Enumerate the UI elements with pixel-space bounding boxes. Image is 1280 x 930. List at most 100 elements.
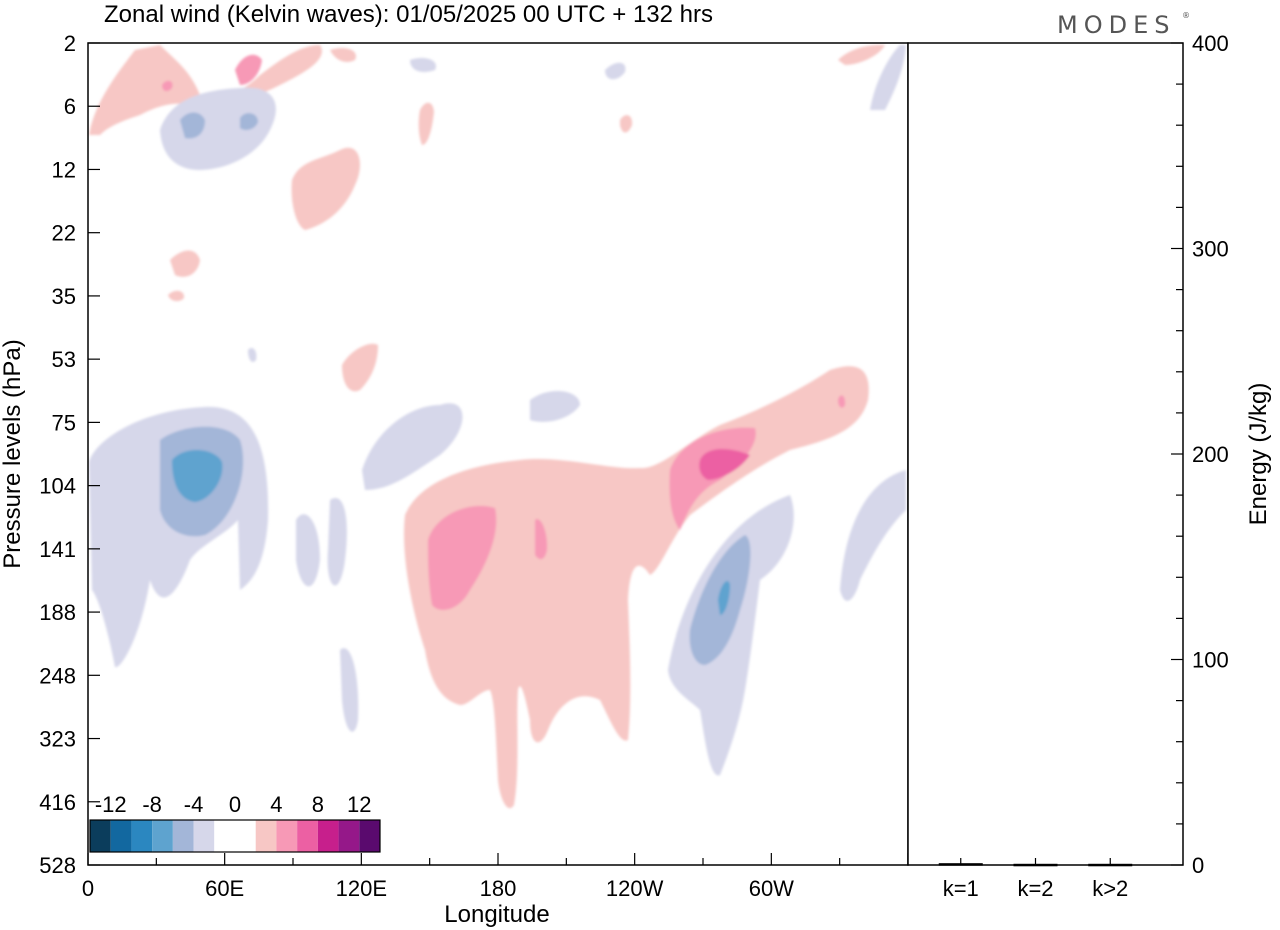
colorbar-cell <box>131 820 153 852</box>
x-tick-label: 60E <box>205 876 244 901</box>
contour-neg-120e-c <box>327 498 347 586</box>
contour-pos-central-3 <box>535 519 548 560</box>
colorbar-label: -8 <box>142 792 162 817</box>
y-axis: 2 6 12 22 35 53 75 104 141 188 248 323 416 528 <box>39 31 100 878</box>
colorbar: -12 -8 -4 0 4 8 12 <box>89 792 381 853</box>
y-tick-label: 35 <box>52 284 76 309</box>
y-tick-label: 12 <box>52 157 76 182</box>
x-axis-label: Longitude <box>444 901 549 928</box>
y-tick-label: 188 <box>39 600 76 625</box>
x-tick-label: 60W <box>749 876 794 901</box>
contour-pos-upper-west-3 <box>162 80 173 92</box>
contour-pos-upper-mid <box>291 147 360 230</box>
energy-axis: 0 100 200 300 400 <box>1171 31 1229 878</box>
colorbar-cell <box>255 820 277 852</box>
contour-pos-upper-east <box>838 44 885 65</box>
y-tick-label: 53 <box>52 347 76 372</box>
y-tick-label: 104 <box>39 474 76 499</box>
contour-pos-35 <box>168 290 185 302</box>
energy-category-label: k>2 <box>1092 876 1128 901</box>
contour-pos-upper-west <box>89 45 322 135</box>
y-tick-label: 22 <box>52 221 76 246</box>
modes-logo: MODES <box>1057 11 1175 39</box>
contour-pos-east-core <box>699 448 750 480</box>
contour-pos-12-b <box>620 115 633 133</box>
y-axis-label: Pressure levels (hPa) <box>0 339 26 568</box>
y-tick-label: 141 <box>39 537 76 562</box>
contour-fields <box>89 44 906 809</box>
contour-neg-upper-mid <box>410 58 436 72</box>
energy-panel: 0 100 200 300 400 k=1 k=2 k>2 Energy (J/kg) <box>907 31 1272 901</box>
colorbar-cell <box>172 820 194 852</box>
contour-neg-west-lower-3 <box>172 450 223 502</box>
colorbar-label: 12 <box>347 792 371 817</box>
contour-neg-120e <box>362 403 463 490</box>
x-tick-label: 180 <box>480 876 517 901</box>
energy-tick-label: 0 <box>1192 853 1204 878</box>
contour-neg-upper-west-2 <box>180 112 205 139</box>
y-tick-label: 323 <box>39 727 76 752</box>
colorbar-cell <box>359 820 380 852</box>
x-tick-label: 0 <box>82 876 94 901</box>
colorbar-cell <box>276 820 298 852</box>
colorbar-cell <box>338 820 360 852</box>
y-tick-label: 6 <box>64 94 76 119</box>
contour-pos-upper-mid-2 <box>330 48 356 62</box>
contour-neg-upper-east <box>870 45 906 110</box>
contour-pos-east-dot <box>838 395 846 408</box>
y-tick-label: 248 <box>39 663 76 688</box>
colorbar-cells <box>89 819 381 853</box>
energy-tick-label: 100 <box>1192 648 1229 673</box>
colorbar-cell <box>110 820 132 852</box>
energy-frame <box>907 42 1184 866</box>
contour-neg-53 <box>248 348 257 362</box>
colorbar-label: -12 <box>95 792 127 817</box>
energy-categories: k=1 k=2 k>2 <box>943 858 1128 901</box>
logo-registered-mark: ® <box>1182 11 1196 20</box>
colorbar-cell <box>152 820 173 852</box>
colorbar-label: 0 <box>229 792 241 817</box>
contour-neg-180 <box>530 390 580 422</box>
contour-neg-upper-mid-2 <box>605 62 626 80</box>
colorbar-cell <box>214 820 235 852</box>
contour-pos-12 <box>418 102 434 145</box>
energy-category-label: k=2 <box>1017 876 1053 901</box>
chart-title: Zonal wind (Kelvin waves): 01/05/2025 00… <box>104 1 713 28</box>
contour-pos-53 <box>342 343 378 392</box>
energy-tick-label: 300 <box>1192 237 1229 262</box>
energy-tick-label: 200 <box>1192 442 1229 467</box>
x-axis: 0 60E 120E 180 120W 60W <box>82 853 909 901</box>
contour-neg-upper-west-3 <box>240 113 258 130</box>
energy-tick-label: 400 <box>1192 31 1229 56</box>
energy-bar <box>1013 863 1058 867</box>
contour-pos-central <box>404 366 869 809</box>
y-tick-label: 528 <box>39 853 76 878</box>
colorbar-cell <box>235 820 256 852</box>
energy-bar <box>1088 863 1133 867</box>
energy-axis-label: Energy (J/kg) <box>1245 383 1272 526</box>
x-tick-label: 120W <box>606 876 664 901</box>
y-tick-label: 75 <box>52 410 76 435</box>
y-tick-label: 2 <box>64 31 76 56</box>
colorbar-labels: -12 -8 -4 0 4 8 12 <box>95 792 372 817</box>
contour-pos-upper-west-2 <box>235 54 262 85</box>
contour-neg-far-east <box>840 470 906 601</box>
y-tick-label: 416 <box>39 790 76 815</box>
contour-neg-120e-d <box>340 648 359 732</box>
colorbar-cell <box>317 820 339 852</box>
colorbar-label: 8 <box>312 792 324 817</box>
contour-plot: 0 60E 120E 180 120W 60W 2 6 12 22 35 53 75 104 141 188… <box>0 31 909 928</box>
colorbar-label: 4 <box>270 792 282 817</box>
colorbar-cell <box>297 820 318 852</box>
contour-neg-upper-west <box>160 87 276 170</box>
colorbar-cell <box>193 820 215 852</box>
colorbar-frame <box>89 819 381 853</box>
colorbar-label: -4 <box>184 792 204 817</box>
contour-pos-central-2 <box>428 505 497 610</box>
contour-neg-east-lower-3 <box>718 580 730 615</box>
contour-neg-120e-b <box>296 514 320 587</box>
energy-category-label: k=1 <box>943 876 979 901</box>
x-tick-label: 120E <box>336 876 387 901</box>
contour-pos-22 <box>170 250 200 277</box>
